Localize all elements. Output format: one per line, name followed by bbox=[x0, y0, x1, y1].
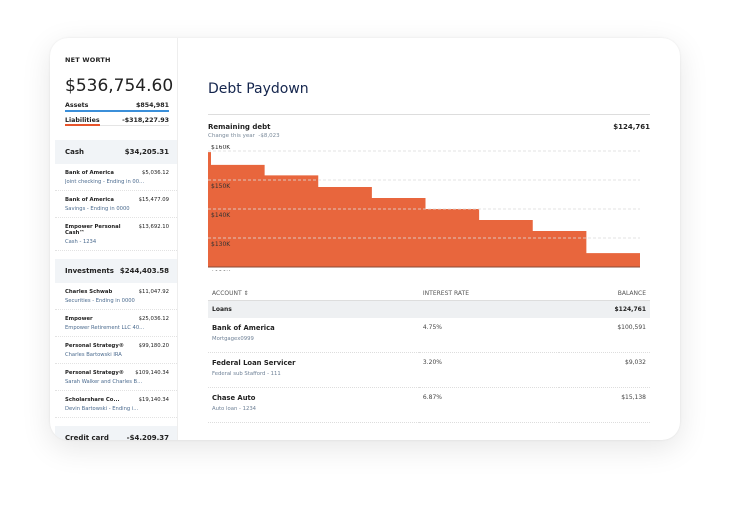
account-amount: $25,036.12 bbox=[138, 316, 169, 322]
y-tick-label: $140K bbox=[211, 212, 231, 219]
account-amount: $19,140.34 bbox=[138, 397, 169, 403]
account-amount: $15,477.09 bbox=[138, 197, 169, 203]
account-name: Personal Strategy® bbox=[65, 370, 125, 376]
remaining-debt-value: $124,761 bbox=[613, 123, 650, 131]
main-panel: Debt Paydown Remaining debt $124,761 Chan… bbox=[178, 38, 680, 440]
assets-row[interactable]: Assets $854,981 bbox=[65, 102, 169, 112]
account-name: Charles Schwab bbox=[65, 289, 113, 295]
group-total: $244,403.58 bbox=[119, 267, 169, 275]
interest-rate: 4.75% bbox=[418, 318, 559, 353]
account-name: Empower bbox=[65, 316, 93, 322]
sidebar: NET WORTH $536,754.60 Assets $854,981 Lia… bbox=[50, 38, 178, 440]
change-label: Change this year bbox=[208, 133, 255, 139]
balance: $9,032 bbox=[558, 352, 650, 388]
loan-name: Bank of America bbox=[212, 324, 275, 332]
group-label: Loans bbox=[208, 300, 419, 318]
account-amount: $13,692.10 bbox=[138, 224, 169, 230]
group-total: $124,761 bbox=[558, 300, 650, 318]
loans-group-row: Loans $124,761 bbox=[208, 300, 650, 318]
net-worth-section: NET WORTH $536,754.60 Assets $854,981 Lia… bbox=[55, 38, 177, 132]
group-total: -$4,209.37 bbox=[126, 434, 169, 440]
rate-column-header: INTEREST RATE bbox=[418, 287, 559, 301]
y-tick-label: $160K bbox=[211, 145, 231, 151]
group-label: Credit card bbox=[65, 434, 109, 440]
account-item[interactable]: Bank of America $5,036.12 Joint checking -… bbox=[55, 164, 177, 191]
group-total: $34,205.31 bbox=[124, 148, 169, 156]
account-amount: $99,180.20 bbox=[138, 343, 169, 349]
change-this-year: Change this year -$8,023 bbox=[208, 133, 650, 139]
account-item[interactable]: Empower Personal Cash™ $13,692.10 Cash - 1… bbox=[55, 218, 177, 251]
assets-label: Assets bbox=[65, 102, 89, 109]
account-item[interactable]: Personal Strategy® $109,140.34 Sarah Walke… bbox=[55, 364, 177, 391]
account-column-header[interactable]: ACCOUNT ⇕ bbox=[208, 287, 419, 301]
account-subtitle: Devin Bartowski - Ending i... bbox=[65, 406, 139, 412]
group-label: Investments bbox=[65, 267, 114, 275]
account-item[interactable]: Charles Schwab $11,047.92 Securities - End… bbox=[55, 283, 177, 310]
change-value: -$8,023 bbox=[258, 133, 280, 139]
y-tick-label: $120K bbox=[211, 270, 231, 271]
group-header[interactable]: Investments $244,403.58 bbox=[55, 259, 177, 283]
account-subtitle: Securities - Ending in 0000 bbox=[65, 298, 135, 304]
debt-chart: $120K $130K $140K $150K $160K bbox=[208, 144, 650, 277]
loan-name: Federal Loan Servicer bbox=[212, 359, 296, 367]
table-row[interactable]: Bank of America Mortgagex0999 4.75% $100,59… bbox=[208, 318, 650, 353]
group-label: Cash bbox=[65, 148, 85, 156]
account-subtitle: Savings - Ending in 0000 bbox=[65, 206, 130, 212]
remaining-debt-label: Remaining debt bbox=[208, 123, 271, 131]
account-item[interactable]: Personal Strategy® $99,180.20 Charles Bart… bbox=[55, 337, 177, 364]
liabilities-row[interactable]: Liabilities -$318,227.93 bbox=[65, 117, 169, 126]
account-name: Empower Personal Cash™ bbox=[65, 224, 121, 236]
account-subtitle: Empower Retirement LLC 401... bbox=[65, 325, 145, 331]
table-row[interactable]: Chase Auto Auto loan - 1234 6.87% $15,138 bbox=[208, 387, 650, 423]
debt-area bbox=[208, 152, 640, 267]
table-row[interactable]: Federal Loan Servicer Federal sub Staffor… bbox=[208, 352, 650, 388]
liabilities-value: -$318,227.93 bbox=[122, 117, 169, 124]
balance: $15,138 bbox=[558, 387, 650, 423]
account-subtitle: Charles Bartowski IRA bbox=[65, 352, 122, 358]
net-worth-label: NET WORTH bbox=[65, 56, 111, 64]
account-subtitle: Sarah Walker and Charles Ba... bbox=[65, 379, 145, 385]
group-header[interactable]: Credit card -$4,209.37 bbox=[55, 426, 177, 440]
loan-name: Chase Auto bbox=[212, 394, 256, 402]
account-subtitle: Cash - 1234 bbox=[65, 239, 97, 245]
interest-rate: 6.87% bbox=[418, 387, 559, 423]
account-subtitle: Joint checking - Ending in 0000 bbox=[65, 179, 145, 185]
account-amount: $109,140.34 bbox=[135, 370, 169, 376]
account-name: Bank of America bbox=[65, 170, 114, 176]
liabilities-label: Liabilities bbox=[65, 117, 100, 124]
balance: $100,591 bbox=[558, 318, 650, 353]
divider bbox=[208, 114, 650, 115]
loans-table: ACCOUNT ⇕ INTEREST RATE BALANCE Loans $12… bbox=[208, 287, 650, 423]
loan-subtitle: Mortgagex0999 bbox=[212, 336, 254, 342]
assets-value: $854,981 bbox=[135, 102, 169, 109]
account-amount: $11,047.92 bbox=[138, 289, 169, 295]
account-amount: $5,036.12 bbox=[142, 170, 169, 176]
net-worth-value: $536,754.60 bbox=[65, 76, 174, 96]
account-item[interactable]: Empower $25,036.12 Empower Retirement LLC … bbox=[55, 310, 177, 337]
account-item[interactable]: Bank of America $15,477.09 Savings - Endin… bbox=[55, 191, 177, 218]
account-name: Personal Strategy® bbox=[65, 343, 125, 349]
app-card: NET WORTH $536,754.60 Assets $854,981 Lia… bbox=[50, 38, 680, 440]
loan-subtitle: Auto loan - 1234 bbox=[212, 406, 257, 412]
debt-chart-svg: $120K $130K $140K $150K $160K bbox=[208, 144, 640, 277]
account-name: Bank of America bbox=[65, 197, 114, 203]
group-header[interactable]: Cash $34,205.31 bbox=[55, 140, 177, 164]
page-title: Debt Paydown bbox=[208, 81, 309, 97]
balance-column-header: BALANCE bbox=[558, 287, 650, 301]
interest-rate: 3.20% bbox=[418, 352, 559, 388]
y-tick-label: $130K bbox=[211, 241, 231, 248]
account-groups: Cash $34,205.31 Bank of America $5,036.12 Jo… bbox=[55, 140, 177, 440]
account-name: Scholarshare Co... bbox=[65, 397, 120, 403]
account-item[interactable]: Scholarshare Co... $19,140.34 Devin Bartow… bbox=[55, 391, 177, 418]
loan-subtitle: Federal sub Stafford - 111 bbox=[212, 371, 281, 377]
y-tick-label: $150K bbox=[211, 183, 231, 190]
